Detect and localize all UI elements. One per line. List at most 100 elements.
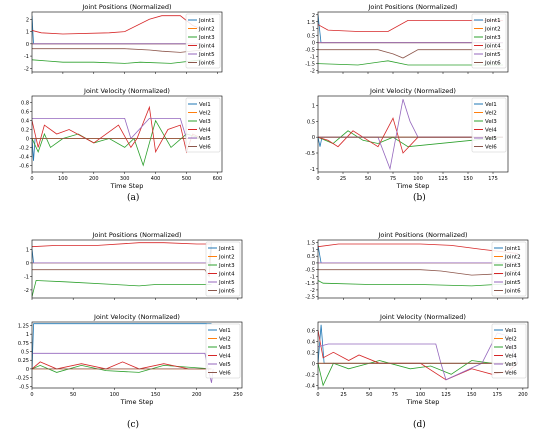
series-line-vel1 bbox=[32, 138, 202, 161]
x-tick-label: 400 bbox=[151, 176, 161, 182]
y-tick-label: -1 bbox=[24, 54, 29, 60]
chart-c-positions: Joint Positions (Normalized) -2 -1 0 1 Joint1… bbox=[24, 231, 243, 300]
panel-label-c: (c) bbox=[127, 420, 140, 430]
x-tick-label: 500 bbox=[182, 176, 192, 182]
legend-label-joint5: Joint5 bbox=[218, 280, 235, 286]
legend-label-vel2: Vel2 bbox=[505, 337, 517, 343]
y-tick-label: 0 bbox=[26, 42, 29, 48]
x-tick-label: 175 bbox=[488, 176, 498, 182]
legend-label-vel3: Vel3 bbox=[485, 119, 497, 125]
y-tick-label: 1 bbox=[312, 27, 315, 33]
x-tick-label: 100 bbox=[416, 392, 426, 398]
legend-label-vel4: Vel4 bbox=[505, 354, 517, 360]
legend-label-joint4: Joint4 bbox=[198, 44, 215, 50]
legend-label-joint4: Joint4 bbox=[504, 272, 521, 278]
y-tick-label: 0 bbox=[312, 261, 315, 267]
y-tick-label: 0.4 bbox=[21, 119, 29, 125]
legend-label-joint5: Joint5 bbox=[504, 280, 521, 286]
legend-label-joint5: Joint5 bbox=[484, 52, 501, 58]
panel-label-d: (d) bbox=[413, 420, 426, 430]
y-tick-label: -1 bbox=[24, 274, 29, 280]
y-tick-label: 1 bbox=[312, 247, 315, 253]
y-tick-label: 1 bbox=[26, 332, 29, 338]
legend-label-vel4: Vel4 bbox=[485, 128, 497, 134]
y-tick-label: -0.5 bbox=[305, 151, 315, 157]
x-tick-label: 200 bbox=[89, 176, 99, 182]
series-line-joint6 bbox=[32, 246, 212, 278]
legend-label-vel6: Vel6 bbox=[485, 145, 497, 151]
plot-frame bbox=[31, 95, 223, 173]
series-line-vel5 bbox=[32, 118, 202, 140]
legend-label-vel6: Vel6 bbox=[219, 371, 231, 377]
legend-label-joint1: Joint1 bbox=[218, 246, 235, 252]
x-tick-label: 25 bbox=[340, 176, 346, 182]
series-line-vel4 bbox=[32, 361, 212, 370]
series-line-vel4 bbox=[318, 117, 503, 154]
series-line-joint3 bbox=[318, 280, 518, 287]
y-tick-label: 0.8 bbox=[21, 101, 29, 107]
y-tick-label: 0.2 bbox=[307, 350, 315, 356]
y-tick-label: 0 bbox=[312, 361, 315, 367]
x-axis-label: Time Step bbox=[406, 398, 440, 406]
legend-label-vel5: Vel5 bbox=[505, 362, 517, 368]
x-tick-label: 50 bbox=[70, 392, 76, 398]
x-tick-label: 0 bbox=[30, 176, 33, 182]
y-tick-label: 2 bbox=[26, 17, 29, 23]
chart-title: Joint Positions (Normalized) bbox=[91, 231, 181, 239]
series-line-joint6 bbox=[318, 49, 503, 59]
y-tick-label: 0.5 bbox=[307, 119, 315, 125]
legend-label-joint4: Joint4 bbox=[484, 44, 501, 50]
series-line-vel3 bbox=[32, 364, 212, 373]
y-tick-label: 1.5 bbox=[307, 20, 315, 26]
y-tick-label: -2 bbox=[24, 66, 29, 72]
y-tick-label: -0.4 bbox=[305, 383, 315, 389]
y-tick-label: -2 bbox=[310, 288, 315, 294]
chart-b-positions: Joint Positions (Normalized) -2-1.5-1-0.5… bbox=[305, 3, 509, 75]
x-tick-label: 200 bbox=[518, 392, 528, 398]
legend-label-vel2: Vel2 bbox=[219, 337, 231, 343]
legend-label-joint2: Joint2 bbox=[504, 255, 521, 261]
legend-label-vel2: Vel2 bbox=[199, 111, 211, 117]
x-tick-label: 100 bbox=[58, 176, 68, 182]
legend-label-joint4: Joint4 bbox=[218, 272, 235, 278]
legend-label-joint6: Joint6 bbox=[484, 61, 501, 67]
plot-frame bbox=[317, 95, 509, 173]
y-tick-label: -0.6 bbox=[19, 163, 29, 169]
series-line-joint4 bbox=[32, 242, 212, 248]
x-tick-label: 125 bbox=[441, 392, 451, 398]
legend-label-vel3: Vel3 bbox=[219, 345, 231, 351]
legend-label-joint1: Joint1 bbox=[504, 246, 521, 252]
y-tick-label: -0.25 bbox=[16, 376, 29, 382]
x-tick-label: 50 bbox=[365, 176, 371, 182]
y-tick-label: -1.5 bbox=[305, 281, 315, 287]
y-tick-label: 1.25 bbox=[18, 323, 29, 329]
plot-frame bbox=[317, 239, 529, 299]
series-line-joint1 bbox=[318, 245, 518, 264]
chart-a-positions: Joint Positions (Normalized) -2 -1 0 1 2 Joint… bbox=[24, 3, 223, 74]
legend-label-vel2: Vel2 bbox=[485, 111, 497, 117]
legend-label-vel6: Vel6 bbox=[199, 145, 211, 151]
series-line-joint3 bbox=[318, 60, 503, 66]
y-tick-label: -0.2 bbox=[19, 145, 29, 151]
y-tick-label: 0.5 bbox=[307, 34, 315, 40]
x-tick-label: 150 bbox=[467, 392, 477, 398]
y-tick-label: 0.6 bbox=[21, 110, 29, 116]
chart-d-positions: Joint Positions (Normalized) -2.5-2-1.5-1… bbox=[305, 231, 529, 301]
series-line-vel3 bbox=[318, 360, 518, 387]
legend-label-vel4: Vel4 bbox=[199, 128, 211, 134]
chart-title: Joint Velocity (Normalized) bbox=[379, 313, 466, 321]
x-tick-label: 0 bbox=[30, 392, 33, 398]
y-tick-label: -1 bbox=[310, 274, 315, 280]
x-axis-label: Time Step bbox=[110, 182, 144, 190]
x-axis-label: Time Step bbox=[396, 182, 430, 190]
y-tick-label: 0.5 bbox=[21, 350, 29, 356]
y-tick-label: 0 bbox=[312, 41, 315, 47]
y-tick-label: 1 bbox=[312, 104, 315, 110]
legend-label-vel1: Vel1 bbox=[199, 102, 211, 108]
series-line-vel3 bbox=[32, 119, 203, 167]
legend-label-joint1: Joint1 bbox=[484, 18, 501, 24]
legend-label-joint3: Joint3 bbox=[504, 263, 521, 269]
legend-label-joint3: Joint3 bbox=[198, 35, 215, 41]
legend-label-joint6: Joint6 bbox=[504, 289, 521, 295]
y-tick-label: 0 bbox=[26, 261, 29, 267]
